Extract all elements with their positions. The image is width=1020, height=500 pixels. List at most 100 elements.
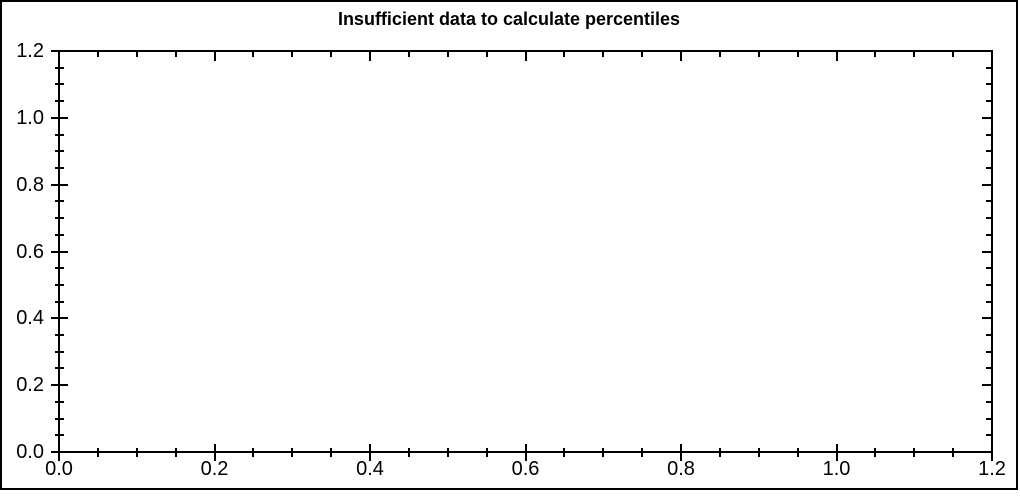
x-axis-tick-label: 1.2 (978, 458, 1006, 480)
x-axis-minor-tick (174, 448, 177, 457)
x-axis-minor-tick (796, 448, 799, 457)
x-axis-tick-label: 0.4 (356, 458, 384, 480)
x-axis-top-minor-tick (718, 52, 721, 57)
x-axis-minor-tick (135, 448, 138, 457)
x-axis-minor-tick (718, 448, 721, 457)
y-axis-tick-label: 1.0 (16, 106, 44, 129)
y-axis-minor-tick (55, 200, 64, 203)
y-axis-right-minor-tick (986, 133, 991, 136)
y-axis-minor-tick (55, 334, 64, 337)
y-axis-major-tick (51, 451, 68, 453)
y-axis-minor-tick (55, 66, 64, 69)
plot-area (58, 50, 993, 453)
y-axis-right-minor-tick (986, 166, 991, 169)
y-axis-right-minor-tick (986, 334, 991, 337)
y-axis-minor-tick (55, 434, 64, 437)
y-axis-major-tick (51, 116, 68, 119)
x-axis-top-minor-tick (874, 52, 877, 57)
x-axis-minor-tick (446, 448, 449, 457)
y-axis-major-tick (51, 183, 68, 186)
y-axis-tick-label: 0.0 (16, 441, 44, 463)
x-axis-minor-tick (485, 448, 488, 457)
y-axis-tick-label: 0.2 (16, 374, 44, 397)
y-axis-right-minor-tick (986, 83, 991, 86)
x-axis-top-minor-tick (96, 52, 99, 57)
x-axis-top-minor-tick (563, 52, 566, 57)
y-axis-right-minor-tick (986, 66, 991, 69)
y-axis-minor-tick (55, 283, 64, 286)
y-axis-tick-label: 0.8 (16, 173, 44, 196)
y-axis-right-minor-tick (986, 283, 991, 286)
x-axis-minor-tick (952, 448, 955, 457)
y-axis-major-tick (51, 317, 68, 320)
y-axis-right-minor-tick (986, 100, 991, 103)
x-axis-major-tick (524, 444, 527, 461)
x-axis-top-minor-tick (291, 52, 294, 57)
x-axis-minor-tick (407, 448, 410, 457)
y-axis-right-minor-tick (986, 400, 991, 403)
x-axis-top-minor-tick (602, 52, 605, 57)
x-axis-minor-tick (757, 448, 760, 457)
x-axis-top-minor-tick (641, 52, 644, 57)
chart-title: Insufficient data to calculate percentil… (337, 9, 681, 29)
y-axis-tick-label: 0.6 (16, 240, 44, 263)
x-axis-top-minor-tick (796, 52, 799, 57)
y-axis-minor-tick (55, 367, 64, 370)
y-axis-tick-label: 0.4 (16, 307, 44, 330)
x-axis-top-minor-tick (174, 52, 177, 57)
y-axis-right-minor-tick (986, 267, 991, 270)
y-axis-right-minor-tick (986, 434, 991, 437)
x-axis-top-minor-tick (252, 52, 255, 57)
y-axis-minor-tick (55, 150, 64, 153)
chart-outer-border (0, 0, 1018, 490)
x-axis-minor-tick (291, 448, 294, 457)
x-axis-minor-tick (602, 448, 605, 457)
x-axis-minor-tick (252, 448, 255, 457)
y-axis-right-minor-tick (986, 417, 991, 420)
y-axis-minor-tick (55, 300, 64, 303)
x-axis-tick-label: 1.0 (822, 458, 851, 480)
x-axis-major-tick (680, 444, 682, 461)
y-axis-right-major-tick (982, 384, 991, 387)
x-axis-top-major-tick (835, 52, 838, 61)
y-axis-right-minor-tick (986, 150, 991, 153)
x-axis-minor-tick (641, 448, 644, 457)
y-axis-minor-tick (55, 83, 64, 86)
x-axis-top-major-tick (524, 52, 527, 61)
y-axis-major-tick (51, 250, 68, 253)
y-axis-tick-label: 1.2 (16, 40, 44, 62)
x-axis-top-minor-tick (757, 52, 760, 57)
x-axis-top-minor-tick (135, 52, 138, 57)
x-axis-top-minor-tick (446, 52, 449, 57)
y-axis-right-minor-tick (986, 367, 991, 370)
x-axis-minor-tick (96, 448, 99, 457)
y-axis-right-major-tick (982, 250, 991, 253)
x-axis-top-major-tick (369, 52, 371, 61)
y-axis-minor-tick (55, 400, 64, 403)
x-axis-major-tick (213, 444, 216, 461)
y-axis-right-minor-tick (986, 300, 991, 303)
x-axis-minor-tick (913, 448, 916, 457)
y-axis-right-major-tick (982, 183, 991, 186)
y-axis-right-minor-tick (986, 200, 991, 203)
y-axis-right-major-tick (982, 116, 991, 119)
x-axis-top-major-tick (213, 52, 216, 61)
x-axis-tick-label: 0.0 (45, 458, 73, 480)
y-axis-minor-tick (55, 217, 64, 220)
x-axis-top-minor-tick (913, 52, 916, 57)
x-axis-top-minor-tick (407, 52, 410, 57)
y-axis-minor-tick (55, 166, 64, 169)
x-axis-tick-label: 0.8 (667, 458, 695, 480)
y-axis-minor-tick (55, 233, 64, 236)
x-axis-major-tick (991, 444, 993, 461)
x-axis-tick-label: 0.2 (200, 458, 229, 480)
x-axis-tick-label: 0.6 (511, 458, 540, 480)
x-axis-minor-tick (874, 448, 877, 457)
y-axis-major-tick (51, 50, 68, 52)
x-axis-top-minor-tick (330, 52, 333, 57)
y-axis-minor-tick (55, 133, 64, 136)
y-axis-right-major-tick (982, 317, 991, 320)
y-axis-right-minor-tick (986, 233, 991, 236)
x-axis-top-major-tick (680, 52, 682, 61)
